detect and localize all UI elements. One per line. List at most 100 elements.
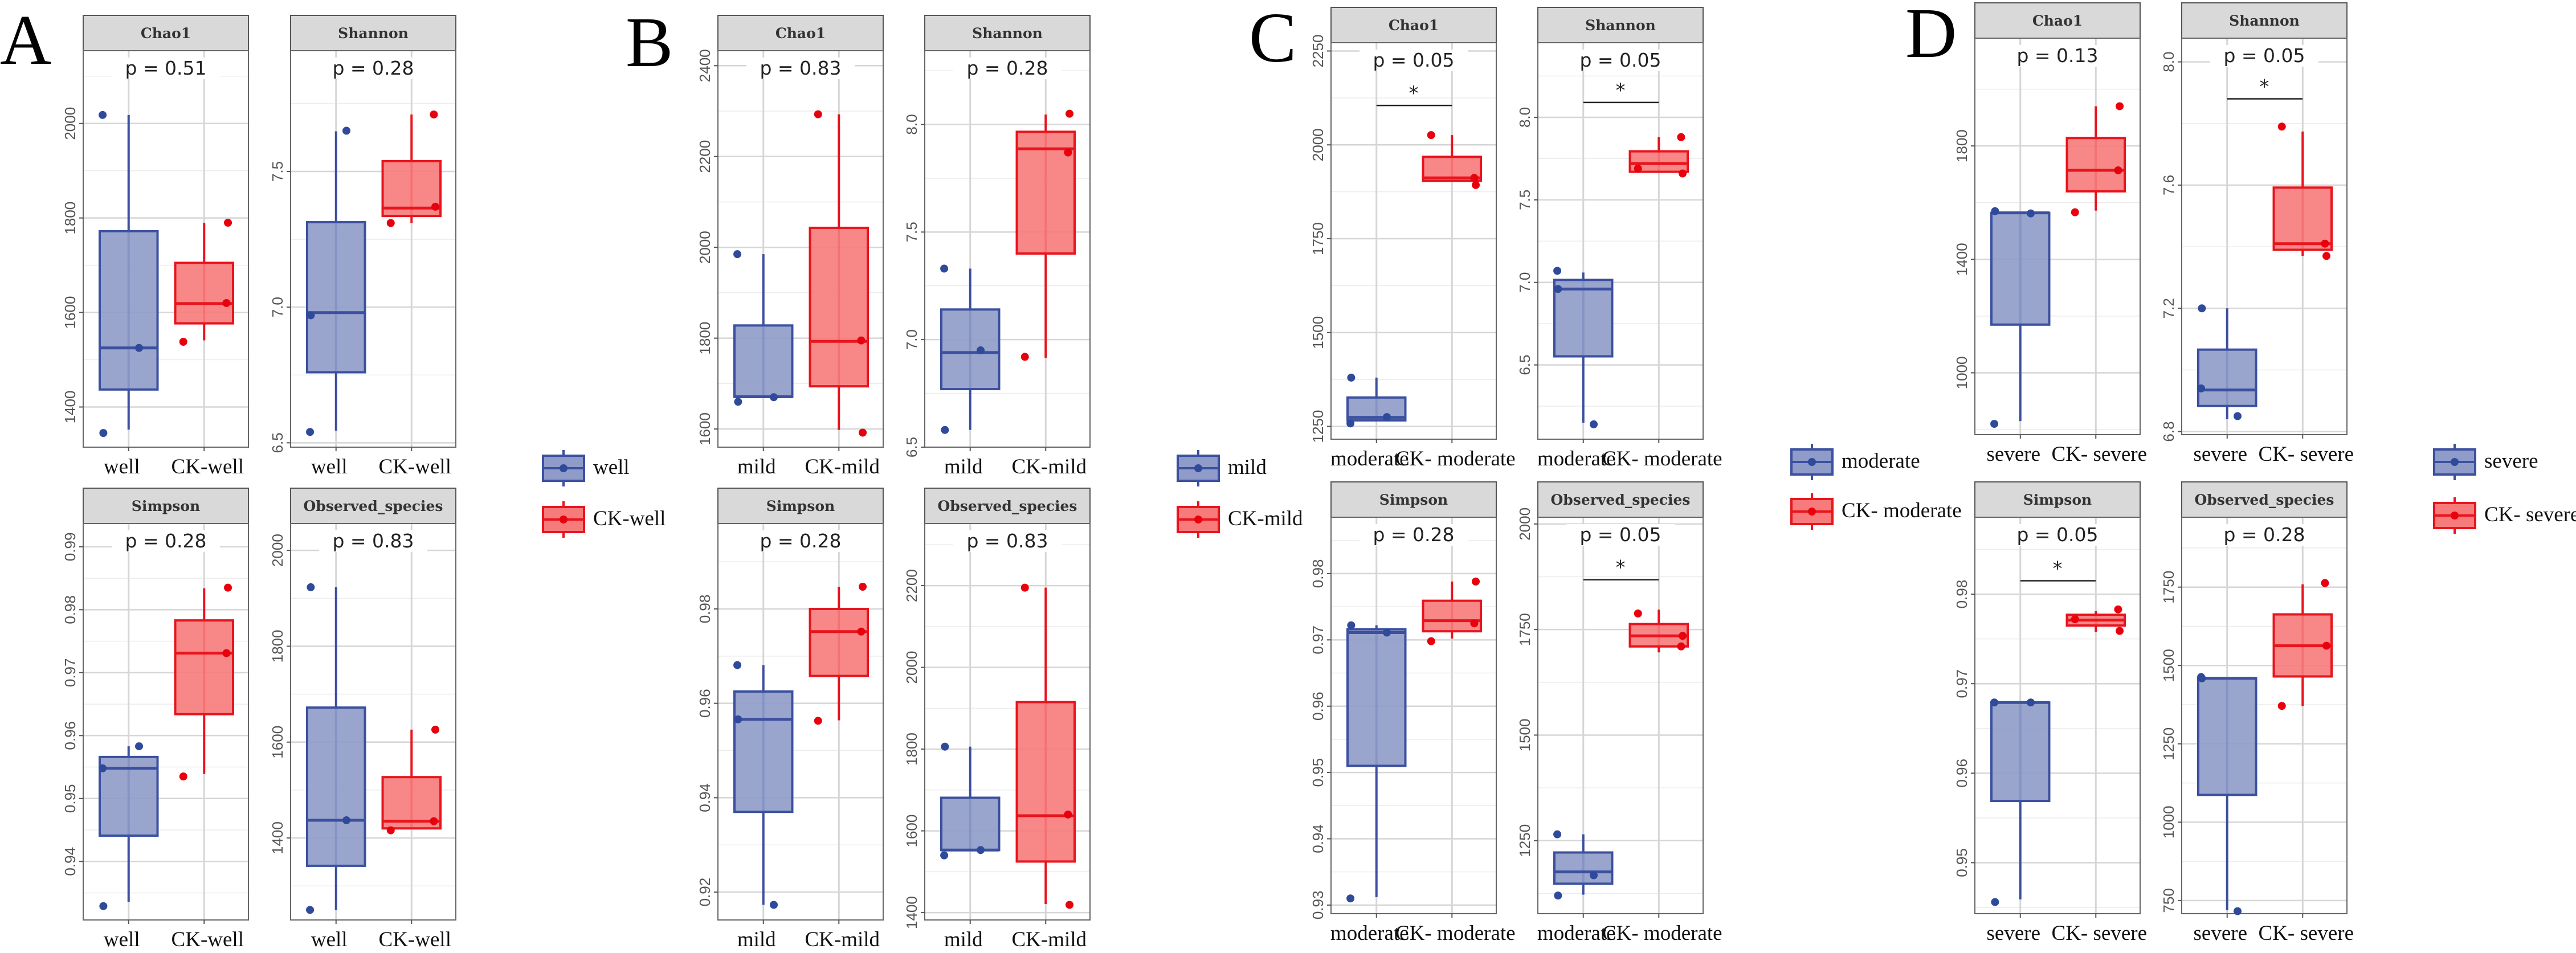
p-label-bg xyxy=(1566,50,1675,71)
y-tick-label: 1600 xyxy=(696,412,713,445)
y-tick-label: 7.5 xyxy=(269,161,286,182)
x-tick-label: severe xyxy=(2194,922,2248,945)
plot-border xyxy=(1537,517,1704,914)
p-label-bg xyxy=(1360,50,1468,71)
y-tick-label: 2000 xyxy=(696,231,713,264)
plot-border xyxy=(83,523,249,921)
ck-box xyxy=(1422,131,1483,189)
x-tick-label: CK- severe xyxy=(2259,443,2354,466)
y-tick-label: 7.5 xyxy=(903,222,920,242)
data-point xyxy=(1472,181,1480,189)
data-point xyxy=(1347,373,1356,382)
facet-strip xyxy=(83,488,249,524)
y-tick-label: 1600 xyxy=(903,815,920,848)
iqr-box xyxy=(99,230,159,391)
facet-title: Chao1 xyxy=(2032,13,2083,29)
y-tick-label: 0.94 xyxy=(1309,824,1326,853)
y-tick-label: 1000 xyxy=(1953,357,1970,390)
y-tick-label: 1250 xyxy=(1516,824,1533,857)
panel-letter: B xyxy=(626,3,673,82)
p-value-label: p = 0.28 xyxy=(760,530,841,552)
p-label-bg xyxy=(2210,45,2318,67)
x-tick-label: CK- severe xyxy=(2259,922,2354,945)
plot-border xyxy=(1974,517,2141,914)
data-point xyxy=(2116,627,2124,635)
data-point xyxy=(2321,239,2329,248)
x-tick-label: CK-well xyxy=(172,928,244,951)
y-tick-label: 7.0 xyxy=(903,329,920,350)
y-tick-label: 2000 xyxy=(62,107,79,140)
y-tick-label: 0.92 xyxy=(696,878,713,907)
x-tick-label: moderate xyxy=(1330,922,1409,945)
data-point xyxy=(2116,102,2124,111)
facet-strip xyxy=(717,488,884,524)
data-point xyxy=(940,851,949,860)
facet-observed-species: Observed_species 1400 1600 1800 2000 2200 mild… xyxy=(903,488,1091,951)
iqr-box xyxy=(1553,279,1614,358)
group-box xyxy=(99,742,159,910)
p-value-label: p = 0.28 xyxy=(1373,523,1454,546)
legend-label: severe xyxy=(2484,449,2538,473)
iqr-box xyxy=(1553,851,1614,885)
legend-point-icon xyxy=(560,464,568,472)
x-tick-label: CK-well xyxy=(379,455,451,478)
legend-item-group: moderate xyxy=(1790,444,1920,480)
iqr-box xyxy=(174,261,235,325)
group-box xyxy=(99,111,159,437)
group-box xyxy=(1990,207,2051,428)
facet-title: Simpson xyxy=(1379,492,1448,508)
y-tick-label: 2000 xyxy=(1516,508,1533,541)
facet-title: Shannon xyxy=(972,25,1043,42)
y-tick-label: 0.95 xyxy=(1309,758,1326,787)
iqr-box xyxy=(2272,186,2333,251)
y-tick-label: 0.94 xyxy=(696,783,713,812)
facet-strip xyxy=(2181,2,2348,39)
data-point xyxy=(342,816,351,824)
p-label-bg xyxy=(1566,524,1675,546)
data-point xyxy=(2234,412,2242,420)
data-point xyxy=(1634,609,1642,617)
legend-item-ck: CK- moderate xyxy=(1790,493,1962,530)
p-label-bg xyxy=(112,58,220,79)
facet-title: Simpson xyxy=(132,498,200,514)
data-point xyxy=(386,826,395,835)
iqr-box xyxy=(1990,701,2051,803)
legend-point-icon xyxy=(2451,512,2459,520)
data-point xyxy=(2071,208,2079,216)
legend-label: well xyxy=(593,456,630,479)
data-point xyxy=(977,346,985,355)
y-tick-label: 8.0 xyxy=(903,114,920,134)
legend-item-ck: CK-well xyxy=(542,501,666,538)
iqr-box xyxy=(1346,628,1407,767)
data-point xyxy=(1553,830,1562,839)
group-box xyxy=(1346,373,1407,428)
plot-border xyxy=(717,523,884,921)
data-point xyxy=(2198,304,2206,313)
data-point xyxy=(1020,353,1029,361)
x-tick-label: severe xyxy=(1987,922,2041,945)
iqr-box xyxy=(733,690,794,813)
data-point xyxy=(2277,122,2286,131)
x-tick-label: CK- moderate xyxy=(1602,922,1722,945)
group-box xyxy=(1346,621,1407,903)
facet-strip xyxy=(290,15,456,51)
legend-item-group: severe xyxy=(2433,444,2538,480)
p-value-label: p = 0.51 xyxy=(125,57,206,79)
p-value-label: p = 0.28 xyxy=(332,57,414,79)
p-label-bg xyxy=(746,58,855,79)
plot-border xyxy=(290,50,456,448)
data-point xyxy=(733,661,742,669)
data-point xyxy=(814,110,822,118)
ck-box xyxy=(1015,583,1076,909)
data-point xyxy=(1064,148,1072,157)
data-point xyxy=(99,429,108,437)
ck-box xyxy=(174,218,235,346)
y-tick-label: 1000 xyxy=(2160,805,2177,839)
data-point xyxy=(2322,252,2331,260)
facet-observed-species: Observed_species 1400 1600 1800 2000 well CK-w… xyxy=(269,488,456,951)
group-box xyxy=(940,742,1001,860)
panel-D: D Chao1 1000 1400 1800 severe CK- severe p = 0.… xyxy=(1905,0,2576,945)
ck-box xyxy=(381,110,442,227)
